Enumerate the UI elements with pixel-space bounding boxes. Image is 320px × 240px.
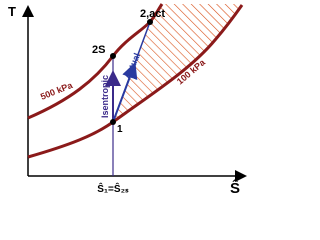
x-axis-label: Ŝ bbox=[230, 179, 240, 197]
hatched-loss-region bbox=[113, 4, 242, 122]
state-point bbox=[110, 119, 116, 125]
entropy-label: Ŝ₁=Ŝ₂ₛ bbox=[97, 182, 129, 195]
y-axis-label: T bbox=[8, 4, 16, 19]
isobar-100 bbox=[27, 4, 244, 159]
point-label: 2S bbox=[92, 44, 105, 56]
state-point bbox=[110, 53, 116, 59]
ts-diagram: T Ŝ 1 2S 2,act 500 kPa 100 kPa Isentropi… bbox=[8, 3, 247, 197]
process-label: Isentropic bbox=[100, 75, 110, 118]
isobar-500 bbox=[27, 3, 164, 120]
actual-arrow bbox=[112, 62, 138, 123]
point-label: 1 bbox=[117, 124, 123, 135]
state-point bbox=[147, 19, 153, 25]
point-label: 2,act bbox=[140, 8, 165, 20]
isobar-label: 500 kPa bbox=[39, 80, 75, 102]
